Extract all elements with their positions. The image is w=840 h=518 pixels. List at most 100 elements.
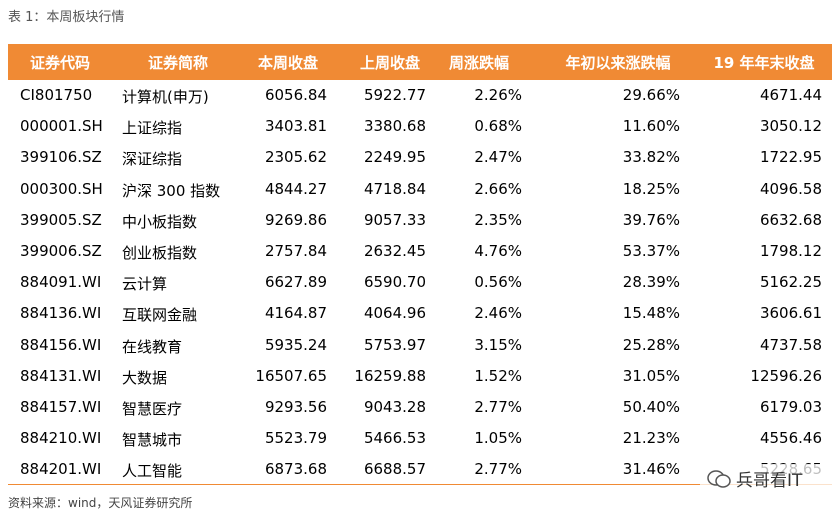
cell: 2305.62 — [264, 148, 327, 167]
header-cell: 年初以来涨跌幅 — [565, 54, 671, 72]
cell: 6632.68 — [759, 210, 822, 229]
cell: 39.76% — [622, 210, 680, 229]
cell: 5753.97 — [363, 335, 426, 354]
cell: 5922.77 — [363, 86, 426, 104]
cell: 21.23% — [622, 429, 680, 448]
cell: 4.76% — [474, 242, 522, 260]
cell: 25.28% — [622, 335, 680, 354]
cell: 3.15% — [474, 335, 522, 354]
watermark: 兵哥看IT — [736, 471, 803, 491]
cell: 50.40% — [622, 398, 680, 416]
cell: 33.82% — [622, 148, 680, 167]
cell: 4844.27 — [264, 179, 327, 198]
cell: 28.39% — [622, 273, 680, 292]
cell: 9293.56 — [264, 398, 327, 416]
cell: 884201.WI — [20, 460, 102, 479]
bottom-rule — [8, 484, 832, 485]
cell: 4718.84 — [363, 179, 426, 198]
cell: 4164.87 — [264, 304, 327, 323]
cell: 884091.WI — [20, 273, 102, 292]
watermark-icon — [707, 470, 731, 488]
cell: 2.46% — [474, 304, 522, 323]
cell: 人工智能 — [122, 462, 183, 481]
cell: 6627.89 — [264, 273, 327, 292]
cell: 884156.WI — [20, 335, 102, 354]
cell: 6590.70 — [363, 273, 426, 292]
cell: 6179.03 — [759, 398, 822, 416]
cell: 399106.SZ — [20, 148, 102, 167]
cell: 在线教育 — [122, 337, 183, 356]
cell: 2757.84 — [264, 242, 327, 260]
cell: 2.26% — [474, 86, 522, 104]
cell: 16259.88 — [354, 366, 426, 385]
cell: 深证综指 — [122, 150, 183, 169]
cell: 1.05% — [474, 429, 522, 448]
cell: 4737.58 — [759, 335, 822, 354]
cell: 2.77% — [474, 398, 522, 416]
cell: 6056.84 — [264, 86, 327, 104]
cell: 2.77% — [474, 460, 522, 479]
cell: 3606.61 — [759, 304, 822, 323]
cell: 上证综指 — [122, 119, 183, 138]
cell: 29.66% — [622, 86, 680, 104]
cell: 0.68% — [474, 117, 522, 136]
header-cell: 19 年年末收盘 — [713, 54, 815, 72]
cell: 0.56% — [474, 273, 522, 292]
cell: 5466.53 — [363, 429, 426, 448]
cell: 5162.25 — [759, 273, 822, 292]
cell: 2.47% — [474, 148, 522, 167]
cell: 12596.26 — [750, 366, 822, 385]
cell: 16507.65 — [255, 366, 327, 385]
cell: 创业板指数 — [122, 244, 198, 262]
cell: 2.66% — [474, 179, 522, 198]
cell: 3050.12 — [759, 117, 822, 136]
cell: 3403.81 — [264, 117, 327, 136]
cell: 15.48% — [622, 304, 680, 323]
cell: 智慧城市 — [122, 431, 183, 450]
cell: 4671.44 — [759, 86, 822, 104]
cell: 9269.86 — [264, 210, 327, 229]
cell: 000001.SH — [20, 117, 103, 136]
cell: 9057.33 — [363, 210, 426, 229]
cell: 2632.45 — [363, 242, 426, 260]
cell: 大数据 — [122, 368, 168, 387]
header-cell: 本周收盘 — [257, 54, 319, 72]
cell: 884136.WI — [20, 304, 102, 323]
header-cell: 证券代码 — [29, 54, 91, 72]
cell: 中小板指数 — [122, 212, 198, 231]
caption: 表 1：本周板块行情 — [8, 10, 125, 25]
cell: 2.35% — [474, 210, 522, 229]
cell: 云计算 — [122, 275, 168, 294]
cell: 1798.12 — [759, 242, 822, 260]
cell: 53.37% — [622, 242, 680, 260]
cell: 9043.28 — [363, 398, 426, 416]
cell: 4556.46 — [759, 429, 822, 448]
cell: 计算机(申万) — [122, 88, 209, 106]
header-cell: 证券简称 — [147, 54, 209, 72]
cell: 1722.95 — [759, 148, 822, 167]
cell: 18.25% — [622, 179, 680, 198]
cell: 2249.95 — [363, 148, 426, 167]
cell: 31.05% — [622, 366, 680, 385]
header-cell: 周涨跌幅 — [448, 54, 510, 72]
cell: 4096.58 — [759, 179, 822, 198]
header-cell: 上周收盘 — [359, 54, 421, 72]
header-bar — [8, 44, 832, 80]
cell: 000300.SH — [20, 179, 103, 198]
cell: 884157.WI — [20, 398, 102, 416]
cell: 智慧医疗 — [122, 400, 183, 418]
cell: CI801750 — [20, 86, 93, 104]
cell: 5523.79 — [264, 429, 327, 448]
cell: 沪深 300 指数 — [122, 181, 221, 200]
cell: 399005.SZ — [20, 210, 102, 229]
cell: 11.60% — [622, 117, 680, 136]
source: 资料来源：wind，天风证券研究所 — [8, 496, 193, 510]
cell: 399006.SZ — [20, 242, 102, 260]
cell: 31.46% — [622, 460, 680, 479]
cell: 3380.68 — [363, 117, 426, 136]
cell: 6873.68 — [264, 460, 327, 479]
cell: 884210.WI — [20, 429, 102, 448]
cell: 互联网金融 — [122, 306, 198, 325]
cell: 6688.57 — [363, 460, 426, 479]
